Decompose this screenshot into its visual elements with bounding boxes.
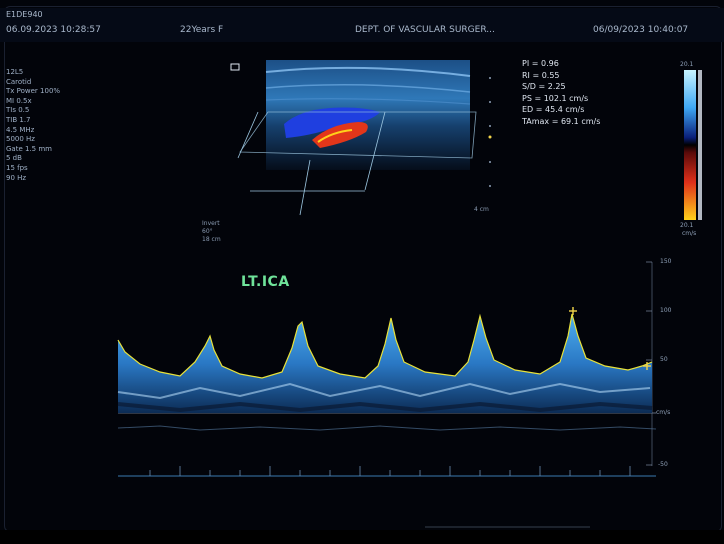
param-line: TIs 0.5 [6, 106, 30, 115]
bottom-bar [0, 530, 724, 544]
param-line: 5000 Hz [6, 135, 35, 144]
angle-label-2: 60° [202, 228, 213, 235]
color-scale-bottom: 20.1 [680, 222, 694, 229]
peak-systole-caliper-icon [569, 307, 577, 315]
param-line: Carotid [6, 77, 32, 86]
doppler-scale-tick-50: 50 [660, 356, 668, 363]
header-department: DEPT. OF VASCULAR SURGER... [355, 25, 495, 35]
angle-label-1: Invert [202, 220, 220, 227]
bmode-depth-label: 4 cm [474, 206, 489, 213]
header-datetime-right: 06/09/2023 10:40:07 [593, 25, 689, 35]
param-line: Gate 1.5 mm [6, 144, 52, 153]
focus-marker-icon [488, 135, 492, 139]
color-scale-top: 20.1 [680, 61, 694, 68]
header-patient: 22Years F [180, 25, 224, 35]
probe-orientation-icon [230, 63, 240, 71]
doppler-scale-tick-neg50: -50 [658, 461, 668, 468]
end-diastole-caliper-icon [643, 362, 651, 370]
param-line: 12L5 [6, 68, 24, 76]
color-scale-unit: cm/s [682, 230, 697, 237]
color-flow-blue [284, 107, 380, 138]
color-box [239, 111, 477, 159]
measurement-tamax: TAmax = 69.1 cm/s [522, 116, 601, 126]
measurement-ps: PS = 102.1 cm/s [522, 93, 589, 103]
param-line: Tx Power 100% [6, 87, 61, 96]
header-bar: E1DE940 06.09.2023 10:28:57 22Years F DE… [0, 8, 724, 42]
measurement-pi: PI = 0.96 [522, 59, 559, 68]
angle-label-3: 18 cm [202, 236, 221, 243]
measurements-panel: PI = 0.96 RI = 0.55 S/D = 2.25 PS = 102.… [522, 58, 642, 127]
vessel-label: LT.ICA [241, 274, 290, 290]
param-line: 4.5 MHz [6, 125, 35, 134]
envelope-trace [117, 313, 653, 379]
param-line: MI 0.5x [6, 96, 32, 105]
scan-parameters: 12L5 Carotid Tx Power 100% MI 0.5x TIs 0… [6, 68, 86, 183]
measurement-sd: S/D = 2.25 [522, 82, 566, 91]
param-line: 5 dB [6, 154, 22, 163]
doppler-spectrum [118, 314, 652, 413]
doppler-scale-tick-150: 150 [660, 258, 672, 265]
doppler-scale-unit: cm/s [656, 409, 671, 416]
param-line: 15 fps [6, 163, 28, 172]
measurement-ri: RI = 0.55 [522, 70, 560, 80]
header-id: E1DE940 [6, 10, 43, 19]
color-scale-bar [684, 70, 696, 220]
doppler-scale-tick-100: 100 [660, 307, 672, 314]
param-line: 90 Hz [6, 173, 27, 182]
param-line: TIB 1.7 [6, 115, 31, 124]
color-flow-red [312, 122, 368, 148]
header-datetime-left: 06.09.2023 10:28:57 [6, 25, 101, 35]
measurement-ed: ED = 45.4 cm/s [522, 105, 585, 114]
